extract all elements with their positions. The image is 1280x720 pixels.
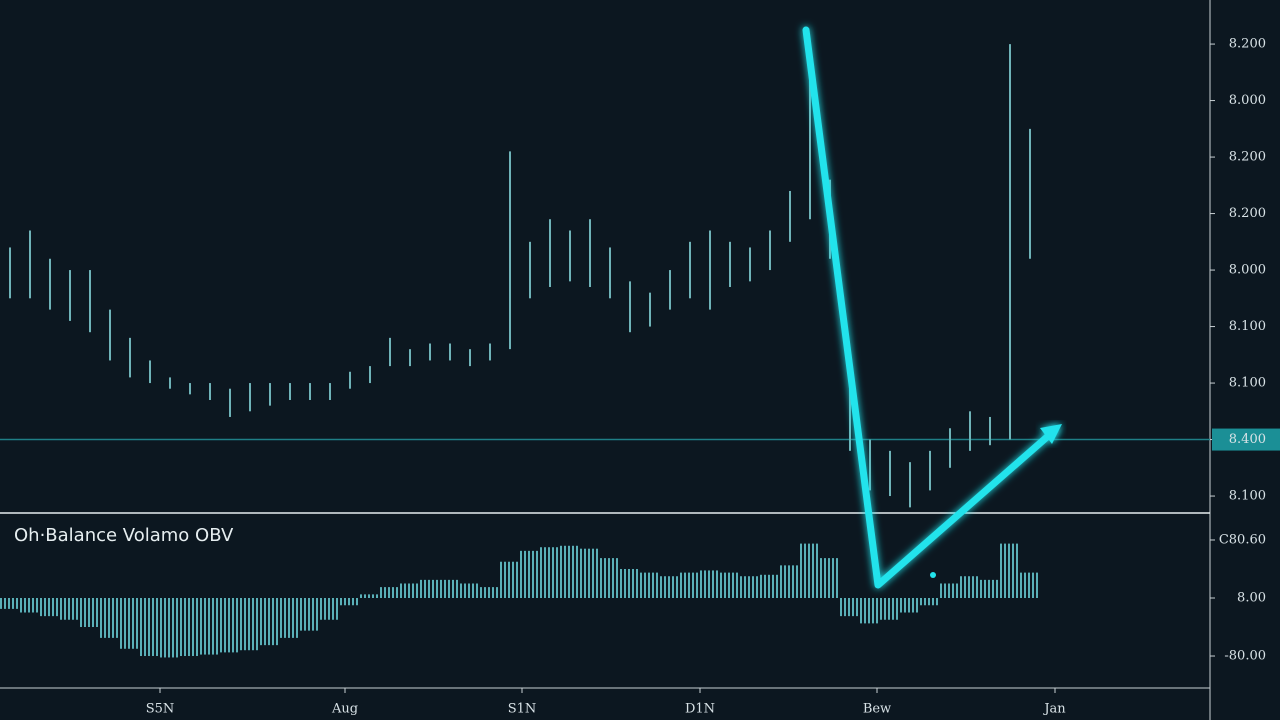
x-tick-label: D1N: [685, 702, 715, 717]
obv-bar: [320, 597, 340, 620]
y-tick-label: C80.60: [1219, 532, 1266, 547]
obv-bar: [120, 597, 140, 649]
y-tick-label: 8.200: [1229, 37, 1266, 52]
obv-bar: [780, 565, 800, 598]
obv-bar: [260, 597, 280, 646]
obv-bar: [820, 558, 840, 598]
marker-dot: [930, 572, 936, 578]
obv-bar: [60, 597, 80, 620]
obv-bar: [560, 545, 580, 598]
x-tick-label: Bew: [863, 702, 891, 717]
obv-bar: [20, 597, 40, 613]
obv-bar: [40, 597, 60, 617]
obv-bar: [880, 597, 900, 620]
obv-bar: [160, 597, 180, 658]
x-tick-label: S1N: [508, 702, 537, 717]
y-tick-label: 8.200: [1229, 150, 1266, 165]
obv-bar: [200, 597, 220, 655]
price-label-box: [1212, 428, 1280, 451]
obv-bar: [1020, 572, 1040, 598]
x-tick-label: S5N: [146, 702, 175, 717]
obv-bar: [500, 561, 520, 598]
obv-bar: [440, 579, 460, 598]
obv-bar: [520, 550, 540, 598]
obv-bar: [420, 579, 440, 598]
obv-bar: [900, 597, 920, 613]
obv-bar: [660, 576, 680, 598]
obv-bar: [920, 597, 940, 606]
obv-bar: [620, 568, 640, 598]
y-tick-label: 8.100: [1229, 319, 1266, 334]
obv-bar: [240, 597, 260, 651]
obv-bar: [1000, 543, 1020, 598]
obv-bar: [640, 572, 660, 598]
obv-bar: [220, 597, 240, 653]
x-tick-label: Aug: [331, 702, 358, 717]
obv-bar: [400, 583, 420, 598]
obv-bar: [300, 597, 320, 631]
obv-bar: [840, 597, 860, 617]
obv-bar: [0, 597, 20, 609]
annotation-arrow: [802, 26, 1059, 589]
y-tick-label: -80.00: [1224, 649, 1266, 664]
y-tick-label: 8.000: [1229, 263, 1266, 278]
obv-bar: [680, 572, 700, 598]
arrow-head: [1040, 424, 1062, 444]
y-tick-label: 8.000: [1229, 93, 1266, 108]
obv-bar: [700, 570, 720, 598]
obv-bar: [480, 587, 500, 598]
y-tick-label: 8.00: [1237, 590, 1266, 605]
obv-bar: [280, 597, 300, 638]
obv-bar: [380, 587, 400, 598]
indicator-title: Oh·Balance Volamo OBV: [14, 525, 234, 546]
obv-bar: [600, 558, 620, 598]
y-tick-label: 8.400: [1229, 432, 1266, 447]
obv-bar: [140, 597, 160, 657]
obv-bar: [180, 597, 200, 657]
plot-layer: 8.200 8.000 8.200 8.200 8.000 8.100 8.100 8.400…: [0, 37, 1280, 717]
obv-bar: [460, 583, 480, 598]
obv-bar: [940, 583, 960, 598]
obv-bar: [760, 574, 780, 598]
obv-bar: [860, 597, 880, 624]
x-tick-label: Jan: [1042, 702, 1066, 717]
obv-bar: [340, 597, 360, 606]
obv-bar: [100, 597, 120, 638]
obv-bar: [740, 576, 760, 598]
obv-bar: [360, 594, 380, 598]
y-tick-label: 8.100: [1229, 489, 1266, 504]
obv-bar: [580, 548, 600, 598]
obv-bar: [980, 579, 1000, 598]
y-tick-label: 8.100: [1229, 376, 1266, 391]
obv-bar: [960, 576, 980, 598]
obv-bar: [800, 543, 820, 598]
obv-bar: [720, 572, 740, 598]
y-tick-label: 8.200: [1229, 206, 1266, 221]
obv-bar: [80, 597, 100, 628]
obv-bar: [540, 547, 560, 598]
